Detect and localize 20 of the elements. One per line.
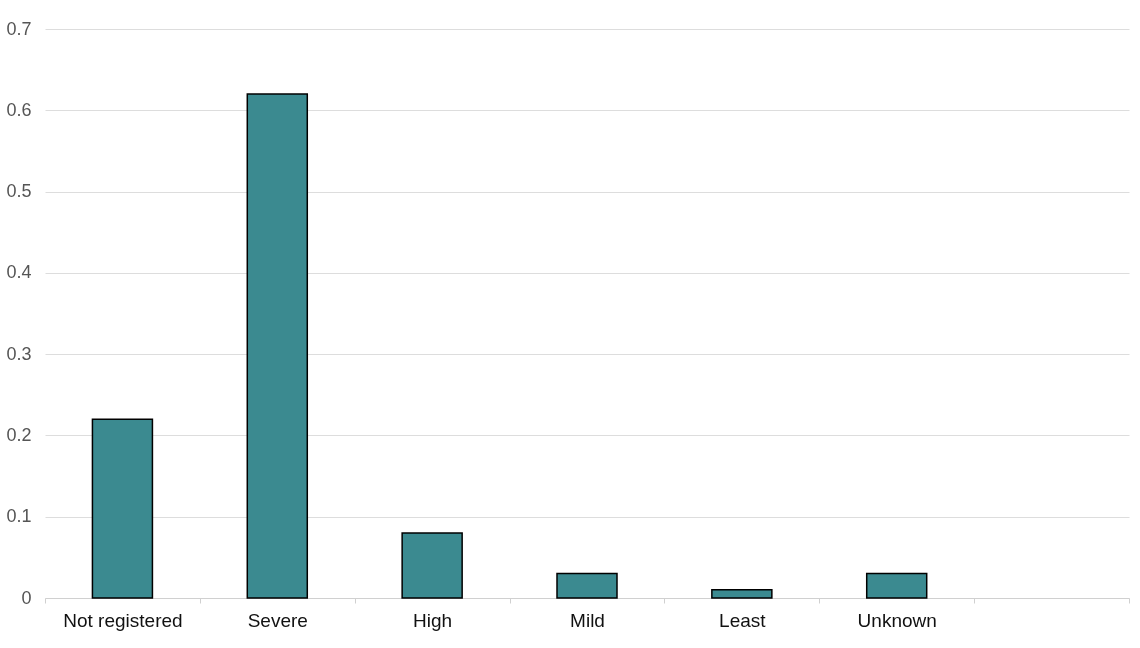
x-tick-label: Least xyxy=(719,609,767,631)
y-tick-label: 0.7 xyxy=(6,18,32,39)
bar xyxy=(401,532,463,599)
bar xyxy=(556,572,618,599)
bar xyxy=(865,572,928,599)
y-tick-label: 0 xyxy=(21,587,32,608)
x-tick-label: High xyxy=(413,609,453,631)
y-tick-label: 0.1 xyxy=(6,506,32,527)
y-tick-label: 0.3 xyxy=(6,343,32,364)
bar xyxy=(246,93,309,599)
x-tick-label: Not registered xyxy=(63,609,183,631)
x-tick-label: Mild xyxy=(570,609,605,631)
y-tick-label: 0.2 xyxy=(6,424,32,445)
x-tick-label: Unknown xyxy=(857,609,937,631)
y-tick-label: 0.5 xyxy=(6,181,32,202)
bar xyxy=(91,418,154,599)
bar xyxy=(711,589,773,599)
x-tick-label: Severe xyxy=(247,609,308,631)
y-tick-label: 0.4 xyxy=(6,262,32,283)
y-tick-label: 0.6 xyxy=(6,99,32,120)
